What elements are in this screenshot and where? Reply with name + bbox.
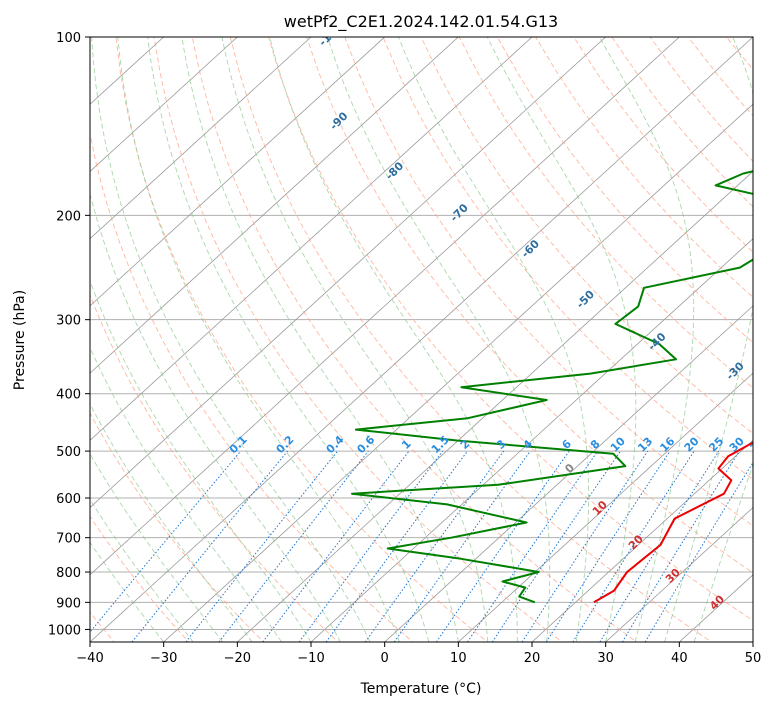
moist-adiabat-line — [694, 37, 775, 642]
dry-adiabat-line — [574, 37, 775, 644]
x-tick-label: 0 — [381, 651, 389, 666]
mixing-ratio-line — [436, 451, 569, 642]
x-tick-label: −10 — [297, 651, 324, 666]
x-tick-label: 40 — [671, 651, 688, 666]
moist-adiabat-line — [222, 37, 488, 642]
dry-adiabat-line — [421, 37, 775, 644]
x-tick-label: −20 — [224, 651, 251, 666]
dry-adiabat-line — [40, 37, 341, 644]
mixing-ratio-label: 0.4 — [324, 433, 347, 456]
moist-adiabat-line — [0, 37, 193, 642]
isotherm-line — [164, 37, 775, 642]
moist-adiabat-line — [118, 37, 400, 642]
isotherm-label: 20 — [626, 532, 646, 552]
mixing-ratio-line — [492, 451, 620, 642]
x-axis-ticks: −40 −30 −20 −10 0 10 20 30 40 50 — [76, 642, 761, 666]
y-tick-label: 100 — [56, 31, 81, 46]
isotherm-line — [0, 37, 458, 642]
moist-adiabat-label: -60 — [519, 237, 542, 260]
mixing-ratio-label: 1.5 — [429, 433, 452, 456]
moist-adiabat-line — [92, 37, 370, 642]
chart-title: wetPf2_C2E1.2024.142.01.54.G13 — [284, 12, 558, 32]
mixing-ratio-line — [219, 451, 368, 642]
y-tick-label: 400 — [56, 388, 81, 403]
dry-adiabat-line — [765, 37, 775, 644]
mixing-ratio-line — [299, 451, 443, 642]
moist-adiabat-line — [182, 37, 458, 642]
x-tick-label: −40 — [76, 651, 103, 666]
mixing-ratio-label: 0.1 — [227, 433, 250, 456]
mixing-ratio-label: 0.6 — [354, 433, 377, 456]
moist-adiabat-line — [399, 37, 589, 642]
isotherm-label: 10 — [590, 498, 610, 518]
mixing-ratio-line — [546, 451, 670, 642]
y-tick-label: 200 — [56, 209, 81, 224]
dry-adiabat-line — [1, 37, 266, 644]
mixing-ratio-label: 2 — [458, 437, 473, 452]
isotherm-line — [0, 37, 385, 642]
dry-adiabat-line — [345, 37, 775, 644]
isotherm-line — [0, 37, 311, 642]
dry-adiabat-line — [459, 37, 775, 644]
x-tick-label: −30 — [150, 651, 177, 666]
x-axis-label: Temperature (°C) — [360, 681, 482, 697]
dry-adiabat-line — [269, 37, 775, 644]
y-tick-label: 600 — [56, 492, 81, 507]
mixing-ratio-line — [132, 451, 288, 642]
mixing-ratio-line — [365, 451, 503, 642]
y-tick-label: 800 — [56, 566, 81, 581]
y-tick-label: 500 — [56, 445, 81, 460]
dry-adiabat-line — [497, 37, 775, 644]
mixing-ratio-line — [263, 451, 409, 642]
moist-adiabat-label: -90 — [327, 109, 350, 132]
moist-adiabat-label: -70 — [448, 201, 471, 224]
isotherm-line — [0, 37, 606, 642]
y-tick-label: 1000 — [48, 623, 81, 638]
x-tick-label: 20 — [524, 651, 541, 666]
mixing-ratio-label: 3 — [494, 437, 509, 452]
moist-adiabat-line — [328, 37, 550, 642]
mixing-ratio-label: 13 — [635, 435, 655, 455]
y-axis-label: Pressure (hPa) — [12, 290, 28, 390]
dry-adiabat-line — [0, 37, 191, 644]
dry-adiabat-line — [116, 37, 491, 644]
y-tick-label: 700 — [56, 532, 81, 547]
isotherm-line — [16, 37, 679, 642]
moist-adiabat-label: -30 — [724, 359, 747, 382]
dry-adiabat-line — [78, 37, 416, 644]
moist-adiabat-line — [47, 37, 311, 642]
mixing-ratio-label: 25 — [706, 435, 726, 455]
y-tick-label: 900 — [56, 596, 81, 611]
isotherm-label: 40 — [707, 592, 727, 612]
mixing-ratio-label: 8 — [588, 437, 603, 452]
dry-adiabat-line — [650, 37, 775, 644]
y-tick-label: 300 — [56, 314, 81, 329]
isotherm-line — [753, 37, 775, 642]
x-tick-label: 10 — [450, 651, 467, 666]
mixing-ratio-label: 0.2 — [274, 433, 297, 456]
y-axis-ticks: 100 200 300 400 500 600 700 800 900 1000 — [48, 31, 90, 638]
x-tick-label: 30 — [597, 651, 614, 666]
x-tick-label: 50 — [745, 651, 762, 666]
mixing-ratio-label: 1 — [399, 437, 414, 452]
dry-adiabat-line — [688, 37, 775, 644]
